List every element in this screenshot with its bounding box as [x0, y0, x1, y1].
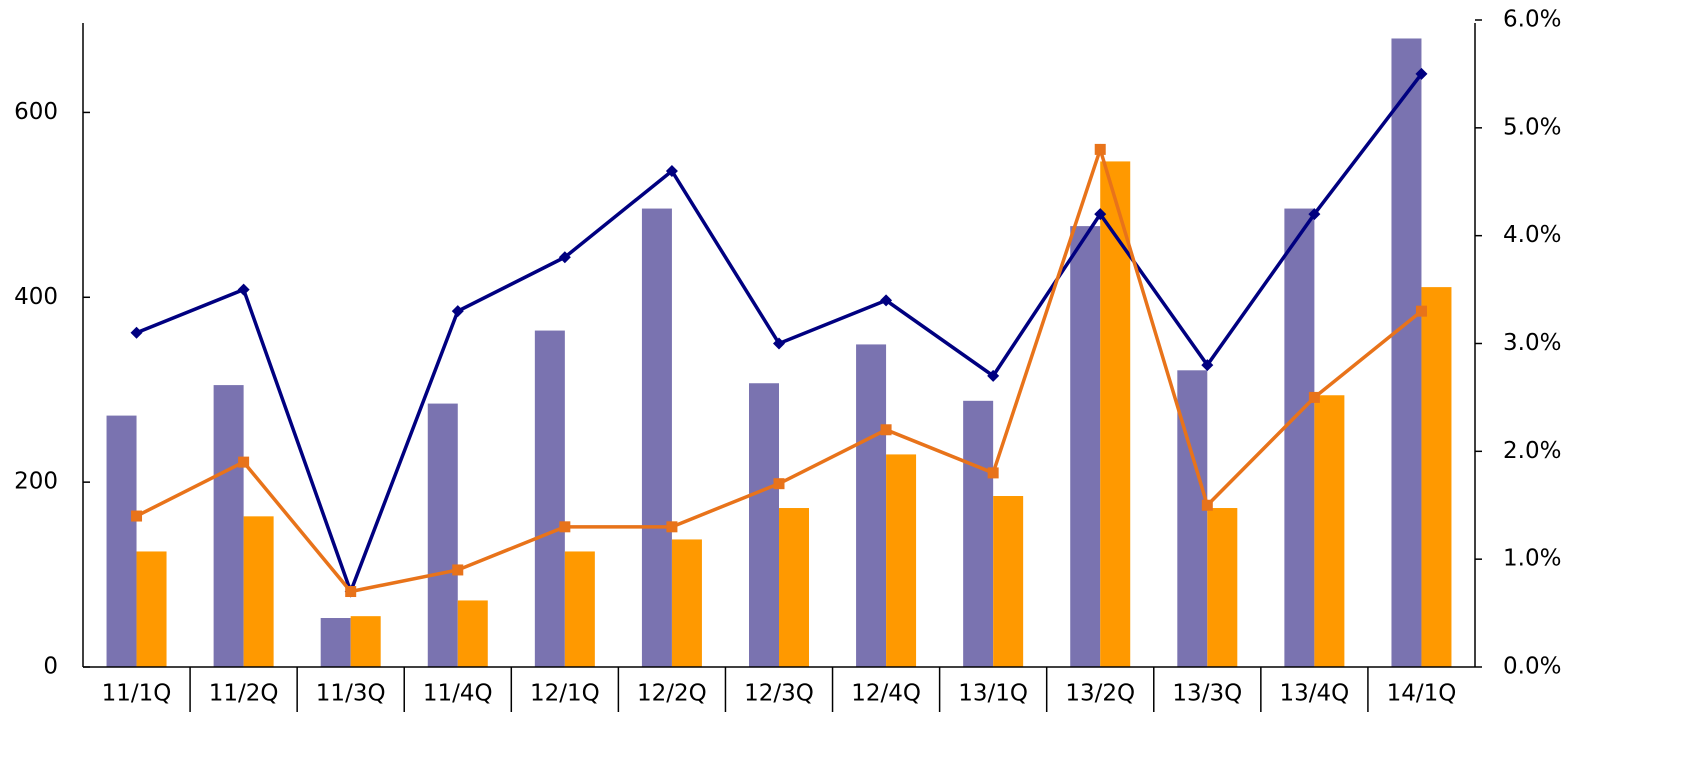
- x-tick-label: 12/4Q: [851, 681, 921, 707]
- marker: [1201, 359, 1214, 372]
- bar: [1314, 395, 1345, 667]
- y2-tick-label: 2.0%: [1503, 438, 1561, 464]
- y2-tick-label: 6.0%: [1503, 7, 1561, 33]
- marker: [131, 510, 143, 522]
- bar: [963, 400, 994, 667]
- x-tick-label: 13/4Q: [1280, 681, 1350, 707]
- marker: [665, 164, 678, 177]
- marker: [558, 251, 571, 264]
- y2-tick-label: 0.0%: [1503, 654, 1561, 680]
- x-tick-label: 13/2Q: [1065, 681, 1135, 707]
- marker: [987, 467, 999, 479]
- marker: [1201, 499, 1213, 511]
- bar: [1070, 226, 1101, 667]
- x-tick-label: 14/1Q: [1387, 681, 1457, 707]
- marker: [1094, 143, 1106, 155]
- marker: [880, 424, 892, 436]
- marker: [666, 521, 678, 533]
- marker: [345, 586, 357, 598]
- y2-tick-label: 3.0%: [1503, 330, 1561, 356]
- y2-tick-label: 5.0%: [1503, 114, 1561, 140]
- marker: [238, 456, 250, 468]
- marker: [773, 337, 785, 350]
- marker: [1415, 305, 1427, 317]
- bar: [534, 330, 565, 667]
- x-tick-label: 12/1Q: [530, 681, 600, 707]
- bar: [350, 616, 381, 667]
- bar: [1207, 508, 1238, 667]
- marker: [1308, 208, 1321, 221]
- x-tick-label: 11/2Q: [209, 681, 279, 707]
- y-tick-label: 400: [14, 284, 58, 310]
- marker: [773, 478, 785, 490]
- bar: [136, 551, 167, 667]
- marker: [1415, 67, 1428, 80]
- marker: [451, 305, 464, 318]
- bar: [749, 383, 779, 667]
- bar: [1421, 287, 1452, 667]
- x-tick-label: 11/1Q: [102, 681, 172, 707]
- bar: [320, 618, 351, 667]
- x-tick-label: 13/3Q: [1172, 681, 1242, 707]
- bar: [564, 551, 595, 667]
- bar: [993, 496, 1024, 667]
- bar: [671, 539, 702, 667]
- marker: [1094, 208, 1107, 221]
- x-tick-label: 11/4Q: [423, 681, 493, 707]
- bar: [1100, 161, 1131, 667]
- y2-tick-label: 4.0%: [1503, 222, 1561, 248]
- marker: [237, 283, 250, 296]
- bar: [1284, 208, 1315, 667]
- bar: [213, 385, 244, 667]
- bar: [641, 208, 672, 667]
- bar: [457, 600, 488, 667]
- x-tick-label: 11/3Q: [316, 681, 386, 707]
- marker: [1308, 391, 1320, 403]
- bar: [779, 508, 809, 667]
- bar: [243, 516, 274, 667]
- x-tick-label: 12/2Q: [637, 681, 707, 707]
- marker: [987, 369, 1000, 382]
- y-tick-label: 0: [43, 654, 58, 680]
- y-tick-label: 600: [14, 99, 58, 125]
- marker: [452, 564, 464, 576]
- marker: [559, 521, 571, 533]
- marker: [880, 294, 893, 307]
- x-tick-label: 12/3Q: [744, 681, 814, 707]
- bar: [1391, 38, 1422, 667]
- bar: [886, 454, 917, 667]
- y2-tick-label: 1.0%: [1503, 546, 1561, 572]
- bar: [427, 403, 458, 667]
- marker: [130, 326, 143, 339]
- bar: [106, 415, 137, 667]
- x-tick-label: 13/1Q: [958, 681, 1028, 707]
- bar: [856, 344, 887, 667]
- y-tick-label: 200: [14, 469, 58, 495]
